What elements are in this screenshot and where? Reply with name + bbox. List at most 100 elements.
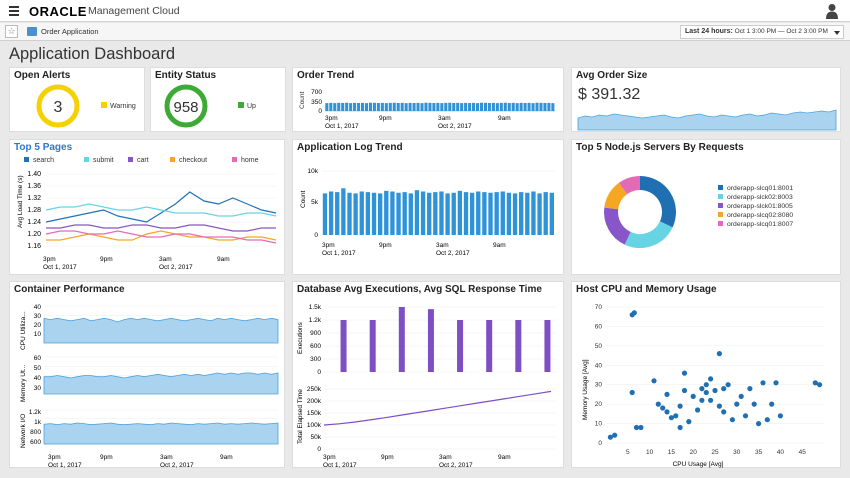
y-tick: 20 bbox=[34, 322, 42, 329]
x-tick: 30 bbox=[733, 449, 741, 456]
x-date: Oct 1, 2017 bbox=[43, 264, 77, 271]
order-bar bbox=[360, 102, 365, 111]
alerts-count: 3 bbox=[54, 99, 63, 116]
order-bar bbox=[535, 102, 539, 111]
order-bar bbox=[428, 102, 432, 111]
scatter-point bbox=[660, 405, 666, 411]
database-card[interactable]: Database Avg Executions, Avg SQL Respons… bbox=[292, 281, 564, 469]
log-bar bbox=[500, 191, 505, 235]
order-bar bbox=[503, 102, 507, 111]
y-tick: 0 bbox=[317, 446, 321, 453]
entity-count: 958 bbox=[173, 99, 198, 116]
order-bar bbox=[416, 102, 420, 111]
log-bar bbox=[476, 191, 481, 235]
order-bar bbox=[333, 103, 337, 111]
executions-bar bbox=[369, 320, 376, 372]
y-tick: 1.40 bbox=[27, 171, 41, 178]
x-tick: 9pm bbox=[381, 454, 394, 461]
application-name[interactable]: Order Application bbox=[41, 27, 99, 36]
scatter-point bbox=[699, 386, 705, 392]
y-tick: 900 bbox=[310, 330, 321, 337]
scatter-point bbox=[699, 397, 705, 403]
card-title: Avg Order Size bbox=[576, 70, 648, 81]
x-tick: 20 bbox=[690, 449, 698, 456]
y-tick: 100k bbox=[307, 422, 322, 429]
top-pages-card[interactable]: Top 5 Pages Avg Load Time (s) 1.40 1.36 … bbox=[9, 139, 285, 275]
entity-status-card[interactable]: Entity Status 958 Up bbox=[150, 67, 286, 132]
log-bar bbox=[506, 192, 512, 235]
open-alerts-card[interactable]: Open Alerts 3 Warning bbox=[9, 67, 145, 132]
executions-bar bbox=[486, 320, 493, 372]
card-title: Open Alerts bbox=[14, 70, 71, 81]
log-bar bbox=[543, 192, 548, 235]
scatter-point bbox=[690, 393, 696, 399]
nodejs-servers-card[interactable]: Top 5 Node.js Servers By Requests ordera… bbox=[571, 139, 841, 275]
log-bar bbox=[433, 192, 438, 235]
scatter-point bbox=[751, 401, 757, 407]
legend-swatch bbox=[84, 157, 89, 162]
scatter-point bbox=[769, 401, 775, 407]
legend-label-submit: submit bbox=[93, 157, 114, 164]
scatter-point bbox=[681, 370, 688, 376]
x-tick: 9am bbox=[493, 242, 506, 249]
log-bar bbox=[537, 193, 542, 235]
scatter-point bbox=[721, 386, 727, 392]
x-tick: 3am bbox=[438, 115, 451, 122]
scatter-point bbox=[633, 424, 640, 431]
x-date: Oct 2, 2017 bbox=[439, 462, 473, 469]
host-cpu-memory-card[interactable]: Host CPU and Memory Usage Memory Usage [… bbox=[571, 281, 841, 468]
scatter-point bbox=[677, 403, 683, 409]
x-tick: 9pm bbox=[100, 256, 113, 263]
avg-order-size-card[interactable]: Avg Order Size $ 391.32 bbox=[571, 67, 841, 132]
order-bar bbox=[475, 103, 480, 111]
donut-slice bbox=[618, 176, 641, 195]
hamburger-menu-icon[interactable] bbox=[9, 6, 19, 16]
scatter-point bbox=[721, 409, 727, 415]
y-tick: 300 bbox=[310, 356, 321, 363]
app-log-trend-card[interactable]: Application Log Trend Count 10k 5k 0 3pm… bbox=[292, 139, 564, 275]
order-bar bbox=[372, 102, 376, 111]
favorite-star-icon[interactable]: ☆ bbox=[5, 25, 18, 38]
container-area-1 bbox=[43, 372, 279, 395]
y-tick: 40 bbox=[34, 375, 42, 382]
user-icon[interactable] bbox=[826, 3, 838, 19]
log-bar bbox=[427, 192, 432, 235]
legend-swatch bbox=[718, 203, 723, 208]
y-tick: 1.5k bbox=[309, 304, 322, 311]
legend-swatch bbox=[718, 185, 723, 190]
y-tick: 60 bbox=[595, 323, 603, 330]
y-tick: 5k bbox=[311, 199, 319, 206]
order-bar bbox=[483, 102, 487, 111]
time-range-selector[interactable]: Last 24 hours: Oct 1 3:00 PM — Oct 2 3:0… bbox=[680, 25, 844, 39]
x-date: Oct 1, 2017 bbox=[48, 462, 82, 469]
page-title: Application Dashboard bbox=[9, 45, 176, 63]
order-bar bbox=[479, 102, 484, 111]
x-tick: 45 bbox=[799, 449, 807, 456]
nodejs-donut-chart: orderapp-slcq01:8001 orderapp-slck02:8003… bbox=[604, 176, 793, 248]
y-tick: 1.2k bbox=[309, 317, 322, 324]
scatter-point bbox=[655, 401, 661, 407]
scatter-point bbox=[664, 409, 670, 415]
order-trend-chart: Count 700 350 0 3pm 9pm 3am 9am Oct 1, 2… bbox=[299, 89, 555, 130]
product-name: Management Cloud bbox=[88, 5, 180, 17]
x-tick: 3am bbox=[160, 454, 173, 461]
y-tick: 30 bbox=[34, 313, 42, 320]
container-performance-card[interactable]: Container Performance CPU Utiliza... Mem… bbox=[9, 281, 285, 469]
log-bar bbox=[420, 191, 426, 235]
y-axis-label: Executions bbox=[297, 321, 304, 354]
scatter-point bbox=[738, 393, 744, 399]
y-tick: 40 bbox=[595, 362, 603, 369]
y-axis-label: Total Elapsed Time bbox=[297, 389, 304, 444]
log-bar bbox=[414, 190, 420, 235]
card-title: Host CPU and Memory Usage bbox=[576, 284, 717, 295]
order-bar bbox=[432, 102, 436, 111]
order-bar bbox=[440, 103, 444, 111]
y-tick: 700 bbox=[311, 89, 322, 96]
chevron-down-icon[interactable] bbox=[834, 31, 840, 35]
card-title[interactable]: Top 5 Pages bbox=[14, 142, 73, 153]
order-trend-card[interactable]: Order Trend Count 700 350 0 3pm 9pm 3am … bbox=[292, 67, 564, 132]
row-label: CPU Utiliza... bbox=[20, 311, 27, 350]
x-tick: 9pm bbox=[100, 454, 113, 461]
scatter-point bbox=[716, 403, 722, 409]
scatter-point bbox=[729, 417, 735, 423]
